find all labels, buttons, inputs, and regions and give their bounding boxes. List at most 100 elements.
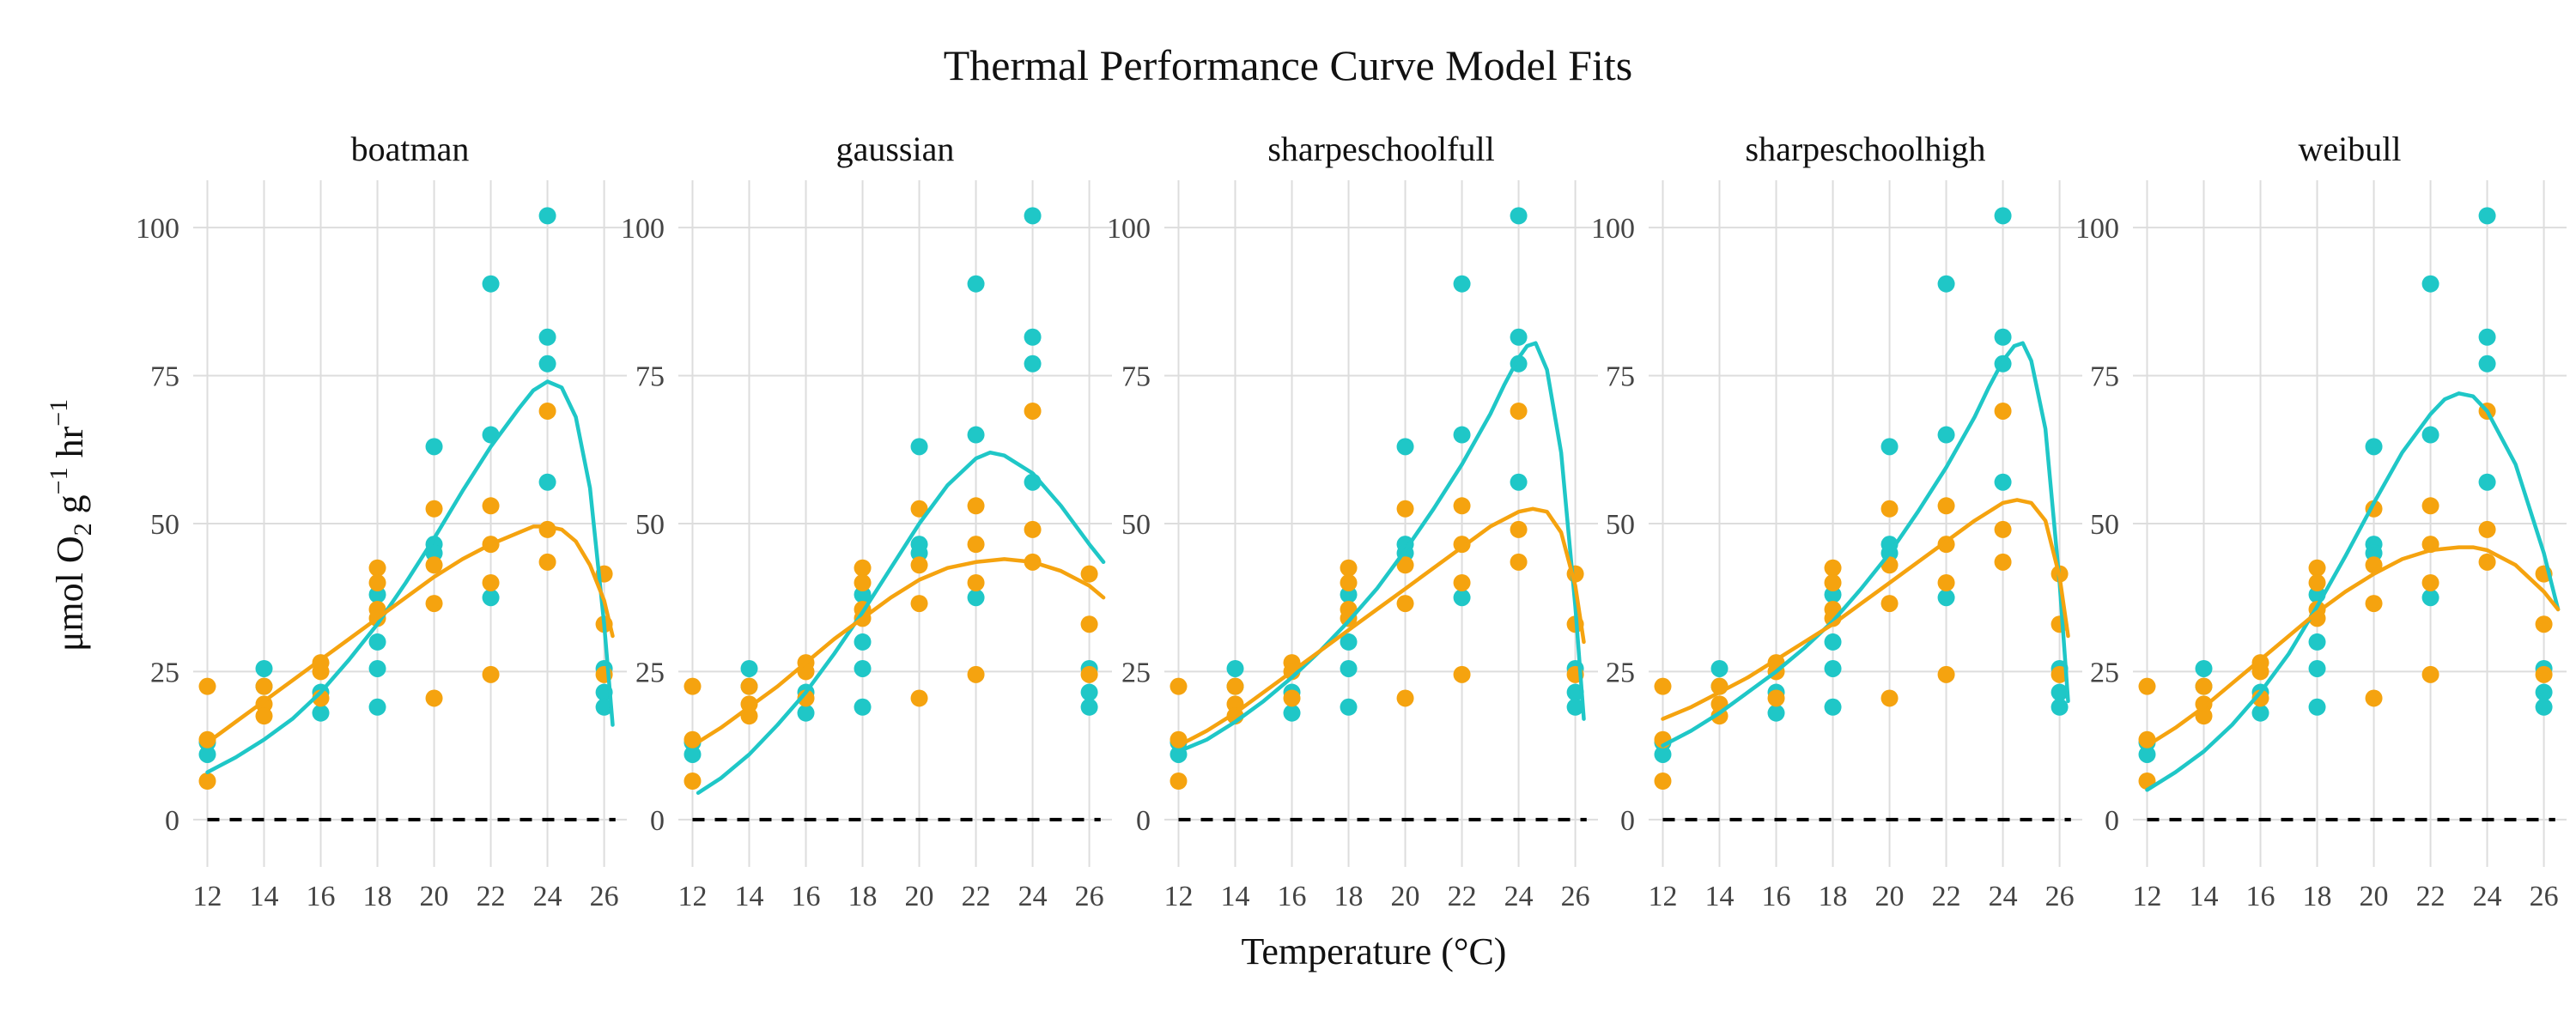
orange-data-point bbox=[1654, 772, 1672, 790]
x-tick-label: 22 bbox=[2416, 881, 2445, 912]
teal-data-point bbox=[2308, 633, 2326, 651]
teal-data-point bbox=[1080, 698, 1098, 716]
y-axis-label-g: g bbox=[49, 494, 91, 523]
teal-data-point bbox=[538, 354, 556, 373]
orange-data-point bbox=[910, 500, 928, 518]
teal-data-point bbox=[1994, 207, 2012, 225]
x-tick-label: 24 bbox=[1018, 881, 1048, 912]
y-tick-label: 75 bbox=[150, 361, 179, 393]
orange-data-point bbox=[482, 497, 500, 515]
x-tick-label: 12 bbox=[2133, 881, 2162, 912]
chart-title: Thermal Performance Curve Model Fits bbox=[944, 41, 1633, 89]
teal-data-point bbox=[482, 589, 500, 607]
orange-data-point bbox=[1994, 520, 2012, 538]
y-tick-label: 25 bbox=[150, 657, 179, 688]
y-tick-label: 50 bbox=[2090, 509, 2119, 541]
orange-data-point bbox=[312, 663, 330, 681]
teal-data-point bbox=[1453, 275, 1471, 293]
teal-data-point bbox=[538, 207, 556, 225]
teal-data-point bbox=[1566, 698, 1584, 716]
orange-data-point bbox=[2365, 689, 2383, 707]
teal-data-point bbox=[1824, 659, 1842, 677]
orange-data-point bbox=[2365, 595, 2383, 613]
x-tick-label: 26 bbox=[1561, 881, 1590, 912]
orange-data-point bbox=[2308, 573, 2326, 591]
x-tick-label: 14 bbox=[1221, 881, 1250, 912]
x-tick-label: 18 bbox=[848, 881, 878, 912]
orange-fit-curve bbox=[2145, 545, 2561, 748]
orange-fit-curve bbox=[1176, 506, 1586, 748]
y-axis-label-sup2: −1 bbox=[45, 399, 73, 427]
y-tick-label: 0 bbox=[2105, 805, 2119, 837]
teal-data-point bbox=[1937, 275, 1955, 293]
x-tick-label: 14 bbox=[2190, 881, 2219, 912]
teal-data-point bbox=[1937, 589, 1955, 607]
teal-data-point bbox=[797, 704, 815, 722]
orange-data-point bbox=[1396, 689, 1414, 707]
orange-data-point bbox=[1880, 595, 1899, 613]
teal-data-point bbox=[1024, 354, 1042, 373]
orange-data-point bbox=[967, 665, 985, 683]
orange-data-point bbox=[1080, 615, 1098, 633]
teal-data-point bbox=[2050, 683, 2069, 701]
teal-data-point bbox=[2365, 544, 2383, 562]
x-tick-label: 20 bbox=[905, 881, 934, 912]
teal-data-point bbox=[1510, 473, 1528, 491]
orange-data-point bbox=[1226, 677, 1244, 695]
teal-data-point bbox=[1340, 698, 1358, 716]
x-tick-label: 18 bbox=[1819, 881, 1848, 912]
x-tick-label: 14 bbox=[1705, 881, 1735, 912]
teal-fit-curve bbox=[205, 379, 615, 774]
teal-data-point bbox=[2478, 354, 2496, 373]
orange-data-point bbox=[1340, 559, 1358, 577]
orange-data-point bbox=[1080, 665, 1098, 683]
y-tick-label: 25 bbox=[2090, 657, 2119, 688]
orange-data-point bbox=[2195, 677, 2213, 695]
orange-data-point bbox=[910, 689, 928, 707]
teal-fit-curve bbox=[1661, 341, 2070, 748]
teal-data-point bbox=[1510, 207, 1528, 225]
x-tick-label: 16 bbox=[1278, 881, 1307, 912]
teal-data-point bbox=[1283, 704, 1301, 722]
orange-data-point bbox=[967, 497, 985, 515]
orange-data-point bbox=[2421, 497, 2439, 515]
x-tick-label: 26 bbox=[1075, 881, 1104, 912]
teal-data-point bbox=[854, 698, 872, 716]
teal-data-point bbox=[967, 426, 985, 444]
teal-data-point bbox=[368, 698, 386, 716]
orange-data-point bbox=[1937, 497, 1955, 515]
orange-data-point bbox=[1510, 553, 1528, 571]
y-axis-label: μmol O2 g−1 hr−1 bbox=[45, 399, 97, 651]
x-tick-label: 12 bbox=[678, 881, 708, 912]
orange-data-point bbox=[2535, 615, 2553, 633]
y-tick-label: 25 bbox=[635, 657, 665, 688]
orange-data-point bbox=[1080, 565, 1098, 583]
orange-data-point bbox=[683, 677, 702, 695]
orange-data-point bbox=[1396, 500, 1414, 518]
orange-fit-curve bbox=[205, 524, 615, 745]
orange-data-point bbox=[2251, 689, 2269, 707]
orange-data-point bbox=[1024, 402, 1042, 420]
x-tick-label: 20 bbox=[1391, 881, 1420, 912]
orange-data-point bbox=[1937, 665, 1955, 683]
orange-data-point bbox=[2365, 556, 2383, 574]
x-tick-label: 26 bbox=[2530, 881, 2559, 912]
teal-fit-curve bbox=[2145, 391, 2561, 792]
teal-data-point bbox=[2365, 438, 2383, 456]
panel-sharpeschoolhigh: sharpeschoolhigh 12 14 16 18 20 22 24 26 0 25 50 75 1… bbox=[1591, 130, 2082, 912]
teal-fit-curve bbox=[696, 450, 1106, 796]
teal-data-point bbox=[1226, 659, 1244, 677]
x-axis-label: Temperature (°C) bbox=[1242, 930, 1507, 972]
panel-title: gaussian bbox=[836, 130, 955, 168]
teal-data-point bbox=[910, 438, 928, 456]
teal-data-point bbox=[683, 745, 702, 763]
orange-data-point bbox=[1453, 497, 1471, 515]
teal-data-point bbox=[1024, 328, 1042, 346]
y-tick-label: 0 bbox=[1620, 805, 1635, 837]
orange-data-point bbox=[2251, 663, 2269, 681]
orange-data-point bbox=[2308, 559, 2326, 577]
orange-data-point bbox=[1937, 573, 1955, 591]
x-tick-label: 12 bbox=[1649, 881, 1678, 912]
y-tick-label: 0 bbox=[1136, 805, 1151, 837]
